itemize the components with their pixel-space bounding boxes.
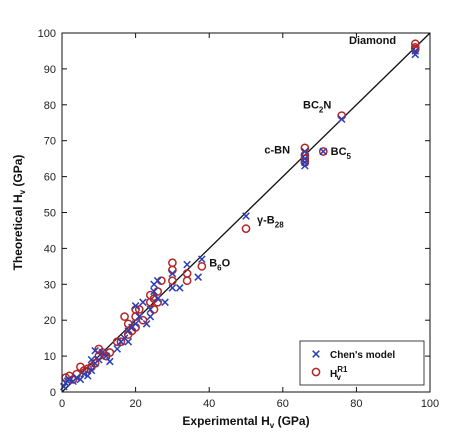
annotation-label: Diamond: [349, 35, 396, 47]
data-point-hv-r1: [105, 348, 115, 357]
data-point-chens-model: [168, 284, 177, 292]
data-point-chens-model: [139, 298, 147, 307]
data-point-hv-r1: [120, 312, 129, 321]
data-point-chens-model: [76, 375, 85, 384]
data-point-chens-model: [242, 212, 250, 220]
y-tick-label: 0: [50, 387, 56, 399]
annotation-label: γ-B28: [257, 214, 284, 229]
x-tick-label: 0: [59, 398, 65, 410]
data-point-hv-r1: [410, 44, 420, 54]
data-point-chens-model: [146, 312, 155, 321]
y-tick-label: 90: [44, 64, 56, 76]
data-point-chens-model: [94, 355, 103, 364]
legend-label-hv-r1: HR1 v: [330, 365, 348, 382]
data-point-chens-model: [153, 276, 162, 285]
x-tick-label: 100: [421, 398, 439, 410]
data-point-hv-r1: [131, 312, 140, 321]
data-point-hv-r1: [318, 147, 328, 156]
data-point-hv-r1: [300, 143, 310, 153]
data-point-chens-model: [131, 319, 140, 328]
annotation-label: BC5: [331, 146, 352, 161]
y-tick-label: 80: [44, 100, 56, 112]
data-point-chens-model: [198, 255, 206, 264]
legend-marker-hv-r1: [311, 367, 321, 377]
data-point-chens-model: [168, 269, 177, 278]
legend-marker-chens-model: [312, 350, 320, 358]
data-point-chens-model: [106, 357, 114, 366]
data-point-chens-model: [153, 294, 162, 303]
annotation-label: c-BN: [264, 144, 290, 156]
y-axis-label: Theoretical Hv (GPa): [11, 155, 27, 271]
x-tick-label: 60: [277, 398, 289, 410]
data-point-chens-model: [146, 305, 155, 314]
data-point-hv-r1: [134, 305, 144, 314]
data-point-hv-r1: [116, 337, 126, 347]
y-tick-label: 100: [38, 28, 56, 40]
data-point-chens-model: [175, 284, 184, 292]
data-point-chens-model: [113, 345, 122, 353]
data-point-chens-model: [142, 319, 151, 328]
data-point-chens-model: [135, 312, 144, 321]
data-point-chens-model: [83, 372, 92, 380]
data-point-chens-model: [411, 50, 420, 59]
annotation-label: B6O: [209, 257, 230, 272]
data-point-chens-model: [183, 260, 191, 269]
series-chens-model: [60, 47, 420, 391]
data-point-chens-model: [80, 370, 88, 378]
y-tick-label: 50: [44, 208, 56, 220]
data-point-hv-r1: [90, 358, 100, 368]
data-point-chens-model: [87, 366, 96, 375]
data-point-chens-model: [161, 298, 169, 307]
axis-ticks: 0 20 40 60 80 100 0 10 20 30 40 50 60 70 80 90 100: [38, 28, 440, 410]
data-point-chens-model: [194, 273, 202, 281]
y-tick-label: 20: [44, 315, 56, 327]
data-point-hv-r1: [168, 258, 177, 268]
data-point-chens-model: [301, 147, 309, 156]
y-tick-label: 70: [44, 136, 56, 148]
x-tick-label: 40: [203, 398, 215, 410]
legend-label-chens-model: Chen's model: [330, 350, 395, 361]
y-tick-label: 40: [44, 243, 56, 255]
y-tick-label: 10: [44, 351, 56, 363]
data-point-chens-model: [131, 302, 140, 310]
data-point-hv-r1: [123, 319, 133, 329]
data-point-chens-model: [150, 287, 158, 296]
legend-marker-chens-model-glyph: [312, 350, 320, 358]
data-point-chens-model: [72, 373, 81, 382]
data-point-hv-r1: [337, 111, 347, 120]
y-tick-label: 60: [44, 172, 56, 184]
data-point-hv-r1: [157, 276, 166, 286]
data-point-hv-r1: [197, 262, 207, 271]
reference-line-y-equals-x: [61, 32, 431, 393]
data-point-hv-r1: [410, 39, 420, 49]
legend-marker-hv-r1-glyph: [311, 367, 321, 377]
data-point-hv-r1: [182, 276, 192, 286]
x-tick-label: 80: [350, 398, 362, 410]
x-axis-label: Experimental Hv (GPa): [182, 414, 309, 430]
y-tick-label: 30: [44, 279, 56, 291]
data-point-chens-model: [124, 337, 133, 346]
chart-marks: [60, 32, 431, 393]
data-point-chens-model: [301, 158, 309, 167]
point-annotations: Diamond BC2N c-BN BC5 γ-B28 B6O: [209, 35, 396, 273]
data-point-hv-r1: [182, 269, 192, 278]
chart-legend: Chen's model HR1 v: [299, 340, 425, 386]
data-point-chens-model: [337, 115, 346, 123]
data-point-hv-r1: [153, 287, 163, 296]
data-point-hv-r1: [241, 224, 251, 234]
data-point-hv-r1: [138, 315, 148, 325]
data-point-hv-r1: [168, 265, 177, 275]
data-point-chens-model: [319, 147, 328, 156]
data-point-chens-model: [91, 346, 99, 355]
data-point-hv-r1: [149, 305, 159, 314]
annotation-label: BC2N: [303, 99, 331, 114]
series-hv-r1: [61, 39, 420, 384]
x-tick-label: 20: [129, 398, 141, 410]
data-point-chens-model: [102, 352, 110, 360]
legend-box: [299, 340, 425, 386]
data-point-hv-r1: [168, 276, 177, 286]
data-point-chens-model: [65, 375, 74, 384]
